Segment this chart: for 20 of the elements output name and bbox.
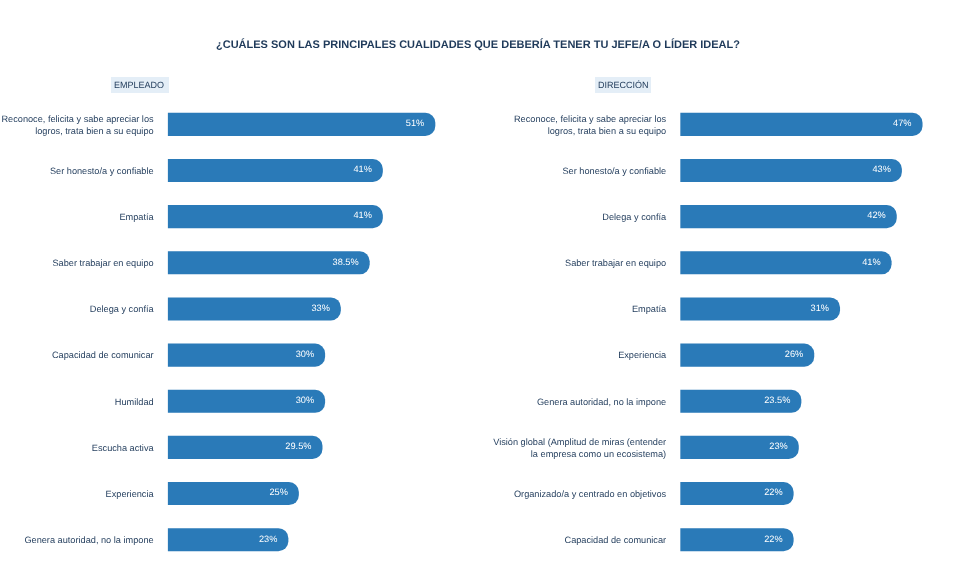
bar bbox=[680, 205, 897, 229]
bar bbox=[167, 343, 326, 367]
bar bbox=[167, 112, 436, 136]
bar bbox=[680, 112, 923, 136]
bar bbox=[680, 528, 794, 552]
bar bbox=[167, 297, 341, 321]
bar bbox=[680, 158, 902, 183]
bar bbox=[680, 343, 815, 367]
bar bbox=[680, 482, 794, 506]
bar bbox=[680, 297, 841, 321]
bar bbox=[167, 528, 289, 552]
bar bbox=[167, 251, 370, 275]
bar bbox=[167, 435, 323, 459]
bar bbox=[167, 205, 383, 229]
bar bbox=[680, 389, 802, 413]
bar bbox=[680, 251, 892, 275]
bar bbox=[680, 435, 799, 459]
bar bbox=[167, 389, 326, 413]
bar bbox=[167, 482, 299, 506]
bar bbox=[167, 158, 383, 183]
